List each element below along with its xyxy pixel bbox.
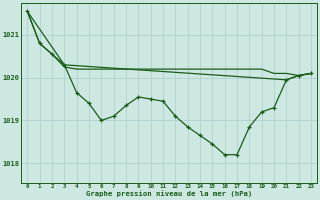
X-axis label: Graphe pression niveau de la mer (hPa): Graphe pression niveau de la mer (hPa)	[86, 190, 252, 197]
